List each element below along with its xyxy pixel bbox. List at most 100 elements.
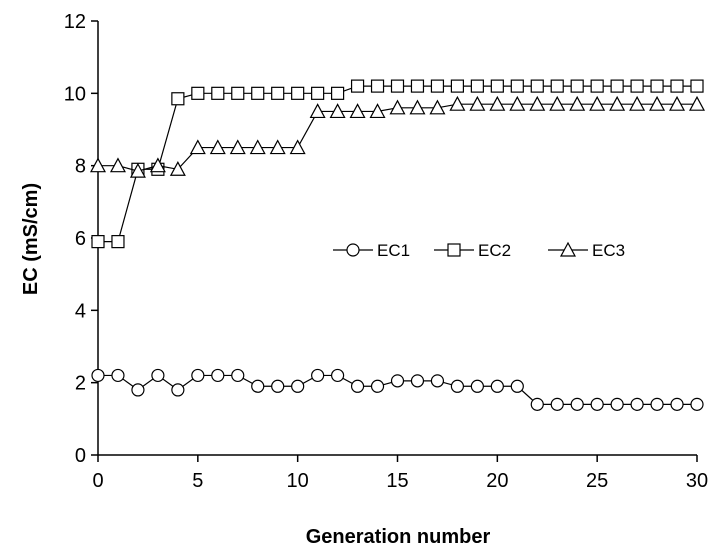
data-point-ec1 — [191, 368, 205, 383]
data-point-ec3 — [309, 103, 326, 119]
data-point-ec3 — [649, 95, 666, 111]
x-tick-label: 15 — [386, 470, 408, 492]
data-point-ec2 — [590, 79, 604, 93]
data-point-ec3 — [629, 95, 646, 111]
data-point-ec3 — [589, 95, 606, 111]
data-point-ec1 — [171, 383, 185, 397]
x-tick-label: 25 — [586, 470, 608, 492]
series-ec3 — [89, 95, 706, 178]
data-point-ec3 — [169, 161, 186, 176]
data-point-ec1 — [410, 374, 425, 388]
data-point-ec2 — [251, 86, 265, 100]
data-point-ec3 — [229, 139, 246, 155]
x-axis-title: Generation number — [306, 526, 491, 548]
axes: 0 2 4 6 8 10 12 0 5 10 15 20 25 30 — [64, 11, 708, 492]
data-point-ec1 — [570, 397, 584, 411]
data-point-ec3 — [429, 99, 446, 115]
data-point-ec2 — [311, 86, 325, 100]
data-point-ec2 — [570, 79, 584, 93]
data-point-ec1 — [470, 379, 484, 393]
data-point-ec1 — [450, 379, 464, 393]
legend-item-ec1: EC1 — [333, 241, 410, 260]
data-point-ec2 — [410, 79, 425, 93]
legend-item-ec3: EC3 — [548, 241, 625, 260]
data-point-ec1 — [390, 374, 405, 388]
data-point-ec1 — [231, 368, 245, 383]
data-point-ec1 — [291, 379, 305, 393]
y-tick-label: 10 — [64, 83, 86, 105]
data-point-ec1 — [151, 368, 165, 383]
data-point-ec3 — [669, 95, 686, 111]
data-point-ec1 — [331, 368, 345, 383]
data-point-ec1 — [670, 397, 684, 411]
data-point-ec1 — [650, 397, 664, 411]
data-point-ec3 — [389, 99, 406, 115]
y-axis-title: EC (mS/cm) — [20, 183, 42, 295]
data-point-ec2 — [490, 79, 504, 93]
data-point-ec2 — [390, 79, 405, 93]
data-point-ec2 — [450, 79, 464, 93]
data-point-ec2 — [610, 79, 624, 93]
data-point-ec2 — [630, 79, 644, 93]
data-point-ec1 — [630, 397, 644, 411]
data-point-ec3 — [289, 139, 306, 155]
legend-marker-ec1 — [346, 243, 360, 257]
data-point-ec2 — [271, 86, 285, 100]
data-point-ec1 — [211, 368, 225, 383]
y-tick-label: 2 — [75, 373, 86, 395]
legend-marker-ec3 — [559, 241, 577, 257]
data-point-ec3 — [129, 162, 146, 178]
legend-label-ec1: EC1 — [377, 241, 410, 260]
legend-label-ec2: EC2 — [478, 241, 511, 260]
y-tick-label: 4 — [75, 300, 86, 322]
data-point-ec2 — [211, 86, 225, 100]
data-point-ec3 — [489, 95, 506, 111]
data-point-ec2 — [650, 79, 664, 93]
series-ec1 — [91, 368, 704, 411]
data-point-ec3 — [349, 103, 366, 119]
data-point-ec1 — [370, 379, 385, 393]
series-ec2 — [91, 79, 704, 249]
data-point-ec1 — [610, 397, 624, 411]
x-tick-label: 10 — [287, 470, 309, 492]
legend-marker-ec2 — [447, 243, 461, 257]
data-point-ec3 — [509, 95, 526, 111]
data-point-ec1 — [510, 379, 524, 393]
data-point-ec2 — [191, 86, 205, 100]
data-point-ec2 — [510, 79, 524, 93]
data-point-ec2 — [171, 92, 185, 106]
data-point-ec3 — [369, 103, 386, 119]
data-point-ec2 — [291, 86, 305, 100]
data-point-ec3 — [569, 95, 586, 111]
data-point-ec3 — [189, 139, 206, 155]
data-point-ec3 — [609, 95, 626, 111]
x-tick-label: 5 — [192, 470, 203, 492]
data-point-ec1 — [131, 383, 145, 397]
y-tick-label: 6 — [75, 228, 86, 250]
data-point-ec2 — [331, 86, 345, 100]
data-point-ec1 — [490, 379, 504, 393]
data-point-ec3 — [269, 139, 286, 155]
data-point-ec3 — [329, 103, 346, 119]
data-point-ec3 — [469, 95, 486, 111]
data-point-ec1 — [530, 397, 544, 411]
data-point-ec3 — [149, 157, 166, 173]
data-point-ec1 — [350, 379, 365, 393]
data-point-ec2 — [470, 79, 484, 93]
y-tick-label: 8 — [75, 156, 86, 178]
data-point-ec3 — [89, 157, 107, 173]
data-point-ec2 — [690, 79, 704, 93]
series-group — [89, 79, 706, 411]
data-point-ec1 — [111, 368, 125, 383]
data-point-ec2 — [530, 79, 544, 93]
data-point-ec1 — [550, 397, 564, 411]
data-point-ec3 — [249, 139, 266, 155]
x-tick-label: 30 — [686, 470, 708, 492]
data-point-ec1 — [311, 368, 325, 383]
data-point-ec1 — [690, 397, 704, 411]
data-point-ec2 — [670, 79, 684, 93]
data-point-ec2 — [370, 79, 385, 93]
x-tick-label: 0 — [92, 470, 103, 492]
